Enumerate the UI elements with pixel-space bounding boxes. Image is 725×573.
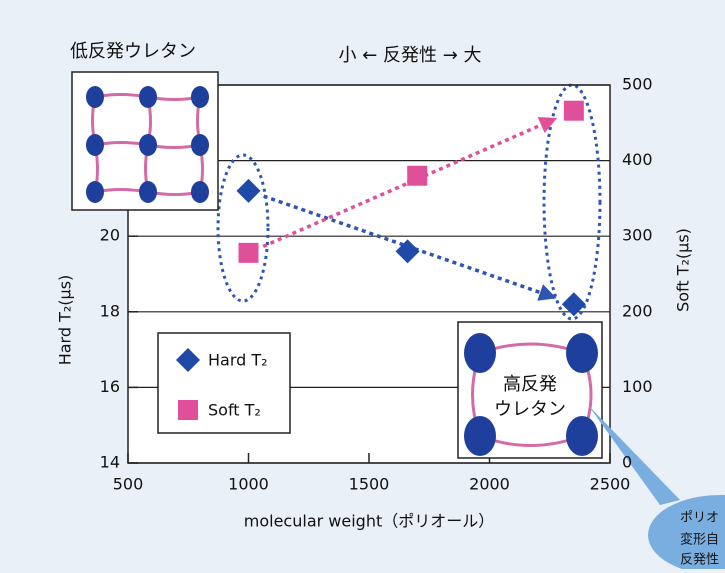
callout-pointer [588, 405, 680, 505]
callout-bubble [648, 495, 725, 573]
square-marker [238, 242, 259, 263]
x-tick-label: 1000 [228, 475, 269, 494]
y2-tick-label: 0 [622, 453, 632, 472]
legend-label: Soft T₂ [208, 401, 261, 420]
group-ellipse [216, 153, 270, 303]
callout-text: ポリオ [680, 511, 719, 526]
y2-tick-label: 100 [622, 377, 653, 396]
y-tick-label: 20 [100, 226, 120, 245]
y2-axis-label: Soft T₂(μs) [674, 228, 693, 312]
callout-text: 変形自 [680, 532, 719, 548]
inset-title: 低反発ウレタン [70, 41, 196, 62]
x-tick-label: 2000 [469, 475, 510, 494]
y2-tick-label: 300 [622, 226, 653, 245]
low-repulsion-inset [71, 71, 219, 211]
x-tick-label: 2500 [590, 475, 631, 494]
plot-frame [127, 84, 611, 464]
y2-tick-label: 200 [622, 301, 653, 320]
diamond-marker [561, 292, 586, 317]
inset-label: 高反発 [503, 374, 557, 395]
chart-title: 小 ← 反発性 → 大 [338, 45, 481, 66]
y2-tick-label: 400 [622, 150, 653, 169]
y2-tick-label: 500 [622, 75, 653, 94]
callout-text: 反発性 [680, 553, 719, 568]
square-marker [563, 100, 584, 121]
y-tick-label: 16 [100, 377, 120, 396]
high-repulsion-inset [457, 321, 603, 459]
diamond-marker [236, 178, 261, 203]
y-tick-label: 18 [100, 301, 120, 320]
square-marker [407, 165, 428, 186]
diamond-marker [176, 348, 200, 372]
inset-label: ウレタン [494, 399, 566, 420]
diamond-marker [395, 239, 420, 264]
y-axis-label: Hard T₂(μs) [56, 275, 75, 366]
x-tick-label: 1500 [349, 475, 390, 494]
trend-arrow [262, 116, 558, 249]
group-ellipse [542, 83, 602, 321]
legend-label: Hard T₂ [208, 351, 268, 370]
x-tick-label: 500 [113, 475, 144, 494]
x-axis-label: molecular weight（ポリオール） [244, 512, 494, 531]
y-tick-label: 14 [100, 453, 120, 472]
square-marker [178, 400, 198, 420]
